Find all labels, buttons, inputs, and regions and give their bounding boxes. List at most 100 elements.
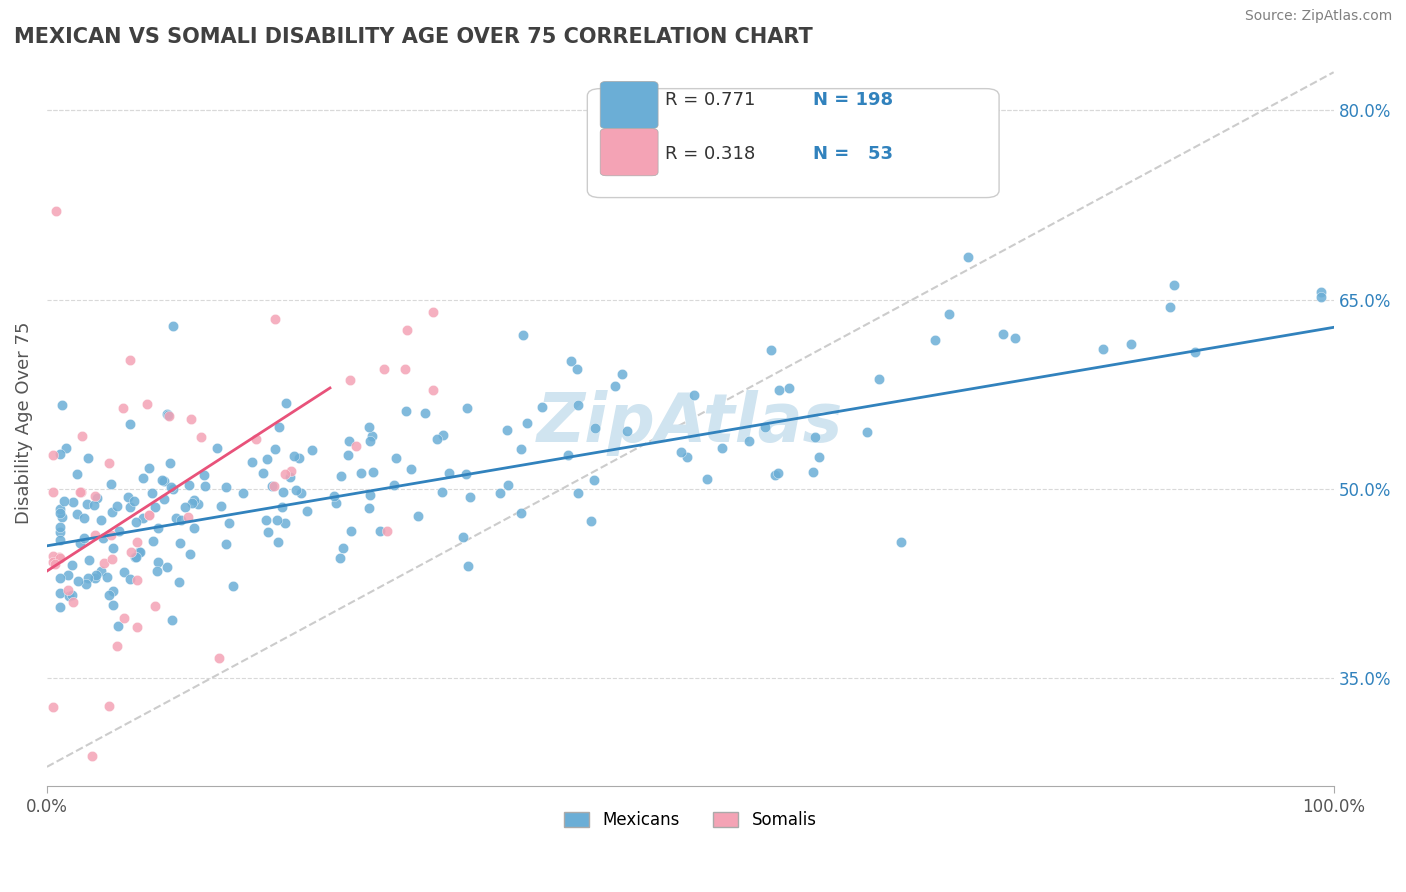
Point <box>146 564 169 578</box>
Point <box>290 486 312 500</box>
Point <box>768 467 790 481</box>
FancyBboxPatch shape <box>588 88 1000 197</box>
Point <box>77 450 100 465</box>
Point <box>516 417 538 431</box>
Point <box>579 514 602 528</box>
Point <box>426 433 449 447</box>
Point <box>285 483 308 498</box>
Point <box>208 650 231 665</box>
Point <box>323 489 346 503</box>
Point <box>49 520 72 534</box>
Point <box>956 250 979 264</box>
Point <box>683 388 706 402</box>
Point <box>332 541 354 555</box>
Point <box>55 441 77 455</box>
Point <box>675 450 697 465</box>
Point <box>98 456 121 470</box>
Point <box>801 465 824 479</box>
Point <box>135 397 157 411</box>
Point <box>1159 300 1181 314</box>
Point <box>413 406 436 420</box>
Point <box>357 420 380 434</box>
Point <box>350 467 373 481</box>
Point <box>276 396 298 410</box>
Point <box>242 455 264 469</box>
Point <box>42 555 65 569</box>
Point <box>49 525 72 540</box>
Point <box>152 475 174 489</box>
Point <box>252 466 274 480</box>
Text: N = 198: N = 198 <box>813 91 893 109</box>
Point <box>83 498 105 512</box>
Point <box>696 472 718 486</box>
Point <box>107 524 129 538</box>
Point <box>118 353 141 368</box>
Point <box>146 521 169 535</box>
Point <box>761 343 783 358</box>
Point <box>132 471 155 485</box>
Point <box>132 511 155 525</box>
Point <box>754 420 776 434</box>
Point <box>565 362 588 376</box>
Point <box>339 434 361 448</box>
Point <box>385 450 408 465</box>
Point <box>174 500 197 514</box>
Point <box>100 477 122 491</box>
Point <box>399 462 422 476</box>
Point <box>49 785 72 799</box>
Point <box>373 361 395 376</box>
Point <box>44 557 66 571</box>
Point <box>48 549 70 564</box>
Point <box>97 588 120 602</box>
Point <box>69 536 91 550</box>
Point <box>336 448 359 462</box>
Point <box>778 381 800 395</box>
Point <box>993 326 1015 341</box>
Point <box>583 421 606 435</box>
Point <box>190 430 212 444</box>
Point <box>138 461 160 475</box>
Point <box>75 576 97 591</box>
Point <box>70 428 93 442</box>
Point <box>107 619 129 633</box>
Point <box>42 448 65 462</box>
Point <box>157 409 180 423</box>
Point <box>222 579 245 593</box>
Point <box>394 404 416 418</box>
Point <box>489 485 512 500</box>
Point <box>69 485 91 500</box>
Point <box>152 491 174 506</box>
Point <box>209 499 232 513</box>
Point <box>49 501 72 516</box>
Text: ZipAtlas: ZipAtlas <box>537 390 844 456</box>
Point <box>128 545 150 559</box>
Point <box>510 442 533 457</box>
Point <box>120 545 142 559</box>
Point <box>567 399 589 413</box>
Point <box>90 564 112 578</box>
Point <box>1091 342 1114 356</box>
Point <box>127 573 149 587</box>
Point <box>287 451 309 466</box>
Point <box>84 489 107 503</box>
Point <box>165 511 187 525</box>
Point <box>127 620 149 634</box>
Point <box>180 412 202 426</box>
Point <box>359 434 381 448</box>
Point <box>274 516 297 530</box>
Point <box>215 536 238 550</box>
Point <box>567 486 589 500</box>
Text: N =   53: N = 53 <box>813 145 893 163</box>
Point <box>112 611 135 625</box>
Point <box>141 486 163 500</box>
Point <box>232 486 254 500</box>
Point <box>1163 277 1185 292</box>
Y-axis label: Disability Age Over 75: Disability Age Over 75 <box>15 321 32 524</box>
Point <box>256 452 278 467</box>
Point <box>361 428 384 442</box>
Point <box>422 383 444 397</box>
Point <box>112 401 135 415</box>
Point <box>98 699 121 714</box>
Point <box>271 484 294 499</box>
Point <box>60 589 83 603</box>
